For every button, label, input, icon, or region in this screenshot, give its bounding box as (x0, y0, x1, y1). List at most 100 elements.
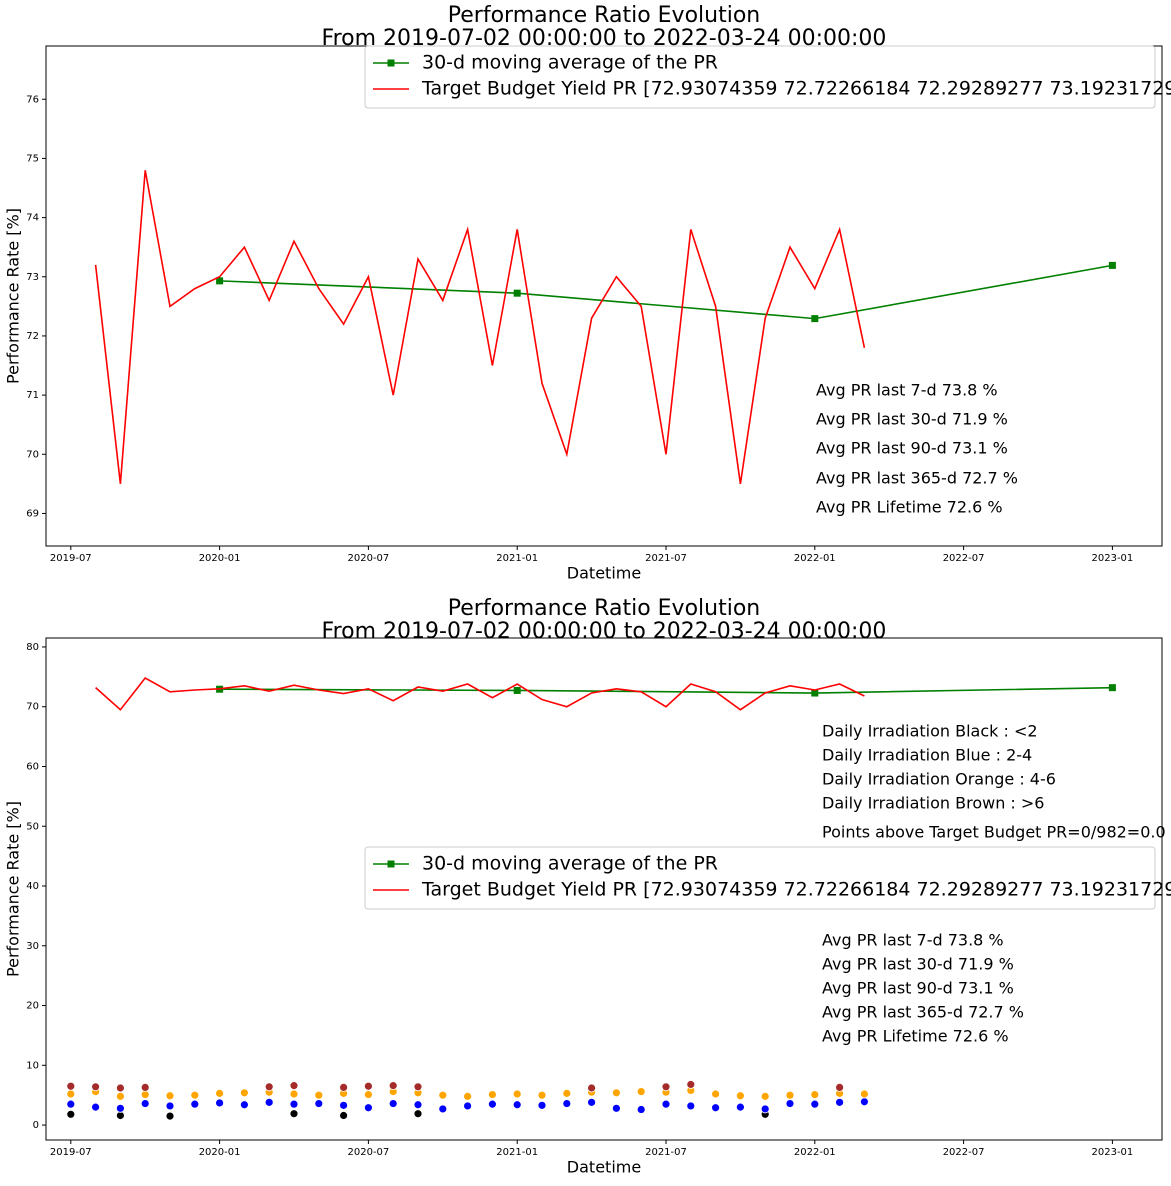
legend-label: Target Budget Yield PR [72.93074359 72.7… (421, 78, 1171, 100)
y-tick-label: 71 (26, 390, 39, 401)
y-tick-label: 75 (26, 153, 39, 164)
x-tick-label: 2021-07 (645, 553, 687, 564)
scatter-point (512, 1100, 522, 1110)
scatter-point (165, 1091, 175, 1101)
scatter-point (66, 1081, 76, 1091)
legend-label: 30-d moving average of the PR (422, 52, 718, 74)
marker (1108, 261, 1116, 269)
scatter-point (413, 1109, 423, 1119)
annotation: Daily Irradiation Black : <2 (822, 722, 1038, 741)
marker (513, 289, 521, 297)
legend-marker (387, 59, 395, 67)
scatter-point (264, 1082, 274, 1092)
scatter-point (736, 1091, 745, 1101)
scatter-point (116, 1091, 125, 1101)
scatter-point (413, 1082, 423, 1092)
scatter-point (239, 1100, 249, 1110)
y-tick-label: 76 (26, 94, 39, 105)
scatter-point (388, 1099, 398, 1108)
scatter-point (686, 1080, 696, 1089)
scatter-point (339, 1083, 349, 1092)
y-tick-label: 50 (26, 821, 39, 832)
scatter-point (140, 1083, 150, 1092)
x-tick-label: 2021-01 (496, 553, 538, 564)
marker (811, 315, 819, 323)
y-tick-label: 0 (33, 1120, 39, 1131)
y-tick-label: 70 (26, 702, 39, 713)
scatter-point (562, 1099, 572, 1108)
scatter-point (165, 1111, 175, 1121)
scatter-point (314, 1090, 324, 1100)
scatter-point (314, 1099, 324, 1108)
annotation: Avg PR Lifetime 72.6 % (822, 1027, 1009, 1046)
scatter-point (264, 1097, 274, 1107)
marker (1108, 684, 1116, 692)
scatter-point (810, 1099, 820, 1109)
scatter-point (165, 1101, 175, 1111)
scatter-point (215, 1088, 225, 1098)
scatter-point (438, 1104, 448, 1114)
chart-title: Performance Ratio Evolution (448, 596, 760, 621)
scatter-point (487, 1090, 497, 1099)
line (94, 170, 866, 484)
x-tick-label: 2022-07 (943, 553, 985, 564)
annotation: Avg PR last 90-d 73.1 % (816, 439, 1008, 458)
line (219, 686, 1113, 694)
y-tick-label: 20 (26, 1001, 39, 1012)
annotation: Points above Target Budget PR=0/982=0.0 … (822, 823, 1171, 842)
scatter-point (562, 1088, 572, 1098)
scatter-point (785, 1099, 795, 1108)
scatter-point (537, 1100, 547, 1110)
scatter-point (289, 1089, 299, 1099)
annotation: Avg PR last 90-d 73.1 % (822, 979, 1014, 998)
scatter-point (463, 1091, 473, 1101)
scatter-point (66, 1099, 76, 1109)
scatter-point (686, 1101, 696, 1111)
scatter-point (66, 1089, 76, 1099)
legend-marker (387, 860, 395, 868)
annotation: Avg PR last 365-d 72.7 % (816, 469, 1018, 488)
x-tick-label: 2019-07 (50, 553, 92, 564)
annotation: Avg PR last 7-d 73.8 % (822, 931, 1004, 950)
y-tick-label: 74 (26, 213, 39, 224)
x-tick-label: 2023-01 (1092, 1147, 1134, 1158)
scatter-point (363, 1081, 373, 1091)
scatter-point (363, 1103, 373, 1113)
y-tick-label: 73 (26, 272, 39, 283)
scatter-point (612, 1088, 621, 1098)
annotation: Daily Irradiation Orange : 4-6 (822, 770, 1056, 789)
annotation: Daily Irradiation Brown : >6 (822, 794, 1044, 813)
legend-box (364, 45, 1156, 109)
x-tick-label: 2023-01 (1092, 553, 1134, 564)
marker (513, 686, 521, 694)
scatter-point (711, 1089, 720, 1099)
scatter-point (785, 1090, 795, 1100)
scatter-point (190, 1099, 200, 1109)
scatter-point (760, 1104, 770, 1114)
scatter-point (463, 1101, 473, 1111)
y-tick-label: 30 (26, 941, 39, 952)
scatter-point (289, 1081, 299, 1091)
scatter-point (239, 1088, 249, 1098)
scatter-point (487, 1099, 497, 1109)
y-tick-label: 70 (26, 449, 39, 460)
x-tick-label: 2020-01 (199, 553, 241, 564)
scatter-point (860, 1089, 869, 1099)
scatter-point (116, 1103, 125, 1113)
chart-subtitle: From 2019-07-02 00:00:00 to 2022-03-24 0… (322, 619, 887, 644)
scatter-point (388, 1081, 398, 1091)
y-tick-label: 69 (26, 508, 39, 519)
scatter-point (636, 1087, 646, 1096)
scatter-point (91, 1102, 100, 1112)
scatter-point (438, 1090, 448, 1100)
annotation: Avg PR last 365-d 72.7 % (822, 1003, 1024, 1022)
scatter-point (537, 1090, 547, 1100)
y-axis-label: Performance Rate [%] (4, 801, 23, 977)
y-axis-label: Performance Rate [%] (4, 208, 23, 384)
scatter-point (810, 1090, 820, 1099)
line (219, 264, 1113, 320)
scatter-point (215, 1098, 225, 1108)
scatter-point (512, 1089, 522, 1099)
annotation: Avg PR last 7-d 73.8 % (816, 381, 998, 400)
